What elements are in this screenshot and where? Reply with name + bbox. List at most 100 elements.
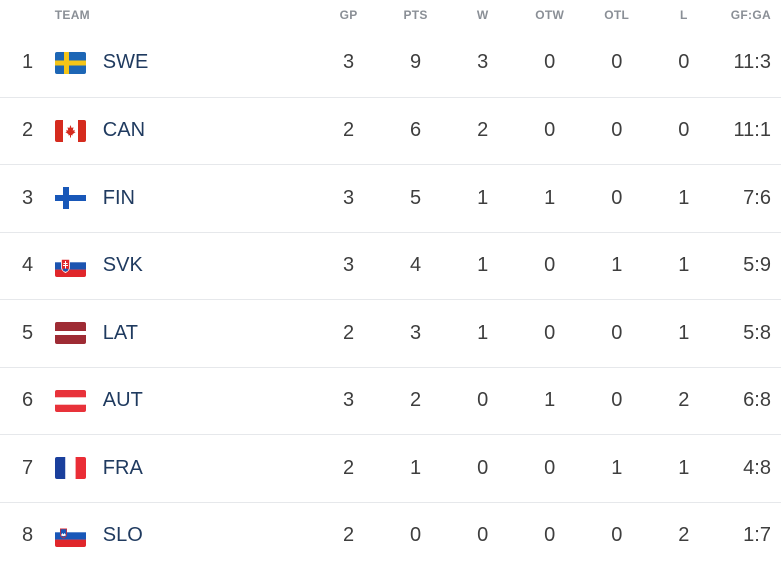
otl-value: 0 [611, 524, 623, 547]
l-value: 1 [678, 186, 690, 209]
table-row[interactable]: 8 SLO 2 0 0 0 0 2 1:7 [0, 501, 781, 564]
l-value: 0 [678, 51, 690, 74]
table-row[interactable]: 5 LAT 2 3 1 0 0 1 5:8 [0, 299, 781, 367]
rank: 2 [22, 119, 34, 142]
w-header[interactable]: W [476, 7, 489, 22]
gfga-value: 5:9 [743, 254, 771, 277]
team-name[interactable]: AUT [102, 389, 143, 412]
w-value: 0 [477, 389, 489, 412]
otw-value: 0 [544, 254, 556, 277]
team-header: TEAM [54, 7, 90, 22]
slovakia-flag-icon [54, 254, 86, 277]
otl-header[interactable]: OTL [604, 7, 630, 22]
gp-value: 3 [343, 254, 355, 277]
gp-header[interactable]: GP [339, 7, 358, 22]
team-cell[interactable]: FIN [54, 186, 315, 210]
team-cell[interactable]: FRA [54, 456, 315, 480]
w-value: 0 [477, 456, 489, 479]
gp-value: 2 [343, 456, 355, 479]
otw-value: 1 [544, 186, 556, 209]
gp-value: 3 [343, 389, 355, 412]
team-name[interactable]: SLO [102, 524, 143, 547]
team-cell[interactable]: SWE [54, 51, 315, 74]
w-value: 0 [477, 524, 489, 547]
w-value: 3 [477, 51, 489, 74]
finland-flag-icon [54, 187, 86, 210]
otw-value: 0 [544, 51, 556, 74]
pts-value: 9 [410, 51, 422, 74]
team-name[interactable]: FIN [102, 186, 135, 209]
otw-value: 1 [544, 389, 556, 412]
table-row[interactable]: 2 CAN 2 6 2 0 0 0 11:1 [0, 96, 781, 165]
l-value: 1 [678, 321, 690, 344]
gp-value: 3 [343, 51, 355, 74]
team-cell[interactable]: SLO [54, 524, 315, 547]
l-value: 1 [678, 456, 690, 479]
l-value: 2 [678, 389, 690, 412]
otw-header[interactable]: OTW [535, 7, 565, 22]
slovenia-flag-icon [54, 524, 86, 547]
rank: 3 [22, 186, 34, 209]
pts-value: 3 [410, 321, 422, 344]
austria-flag-icon [54, 389, 86, 412]
pts-value: 6 [410, 119, 422, 142]
gfga-value: 11:1 [733, 119, 771, 142]
rank: 4 [22, 254, 34, 277]
l-value: 0 [678, 119, 690, 142]
team-name[interactable]: SVK [102, 254, 143, 277]
otw-value: 0 [544, 456, 556, 479]
gp-value: 2 [343, 321, 355, 344]
otw-value: 0 [544, 321, 556, 344]
team-cell[interactable]: SVK [54, 254, 315, 277]
pts-value: 0 [410, 524, 422, 547]
otw-value: 0 [544, 119, 556, 142]
pts-value: 1 [410, 456, 422, 479]
team-name[interactable]: FRA [102, 456, 143, 479]
gp-value: 2 [343, 524, 355, 547]
gp-value: 2 [343, 119, 355, 142]
gp-value: 3 [343, 186, 355, 209]
table-row[interactable]: 3 FIN 3 5 1 1 0 1 7:6 [0, 164, 781, 232]
team-name[interactable]: CAN [102, 119, 146, 142]
pts-value: 2 [410, 389, 422, 412]
team-cell[interactable]: CAN [54, 119, 315, 142]
pts-header[interactable]: PTS [403, 7, 428, 22]
l-value: 2 [678, 524, 690, 547]
team-name[interactable]: LAT [102, 321, 138, 344]
team-cell[interactable]: AUT [54, 389, 315, 412]
w-value: 1 [477, 186, 489, 209]
table-header: TEAM GP PTS W OTW OTL L GF:GA [0, 0, 781, 29]
rank: 7 [22, 456, 34, 479]
otl-value: 0 [611, 321, 623, 344]
rank: 6 [22, 389, 34, 412]
table-row[interactable]: 1 SWE 3 9 3 0 0 0 11:3 [0, 29, 781, 97]
table-row[interactable]: 6 AUT 3 2 0 1 0 2 6:8 [0, 366, 781, 435]
gfga-value: 1:7 [743, 524, 771, 547]
team-cell[interactable]: LAT [54, 321, 315, 345]
gfga-value: 6:8 [743, 389, 771, 412]
table-row[interactable]: 4 SVK 3 4 1 0 1 1 5:9 [0, 231, 781, 300]
pts-value: 5 [410, 186, 422, 209]
l-header[interactable]: L [679, 7, 688, 22]
w-value: 2 [477, 119, 489, 142]
w-value: 1 [477, 254, 489, 277]
gfga-value: 7:6 [743, 186, 771, 209]
gfga-value: 11:3 [733, 51, 771, 74]
canada-flag-icon [54, 119, 86, 142]
otl-value: 1 [611, 254, 623, 277]
team-name[interactable]: SWE [102, 51, 149, 74]
latvia-flag-icon [54, 322, 86, 345]
w-value: 1 [477, 321, 489, 344]
rank: 1 [22, 51, 34, 74]
rank: 5 [22, 321, 34, 344]
otl-value: 1 [611, 456, 623, 479]
pts-value: 4 [410, 254, 422, 277]
otw-value: 0 [544, 524, 556, 547]
sweden-flag-icon [54, 51, 86, 74]
otl-value: 0 [611, 51, 623, 74]
table-row[interactable]: 7 FRA 2 1 0 0 1 1 4:8 [0, 434, 781, 502]
table-body: 1 SWE 3 9 3 0 0 0 11:3 2 CAN 2 [0, 29, 781, 564]
gfga-header[interactable]: GF:GA [730, 7, 771, 22]
gfga-value: 4:8 [743, 456, 771, 479]
